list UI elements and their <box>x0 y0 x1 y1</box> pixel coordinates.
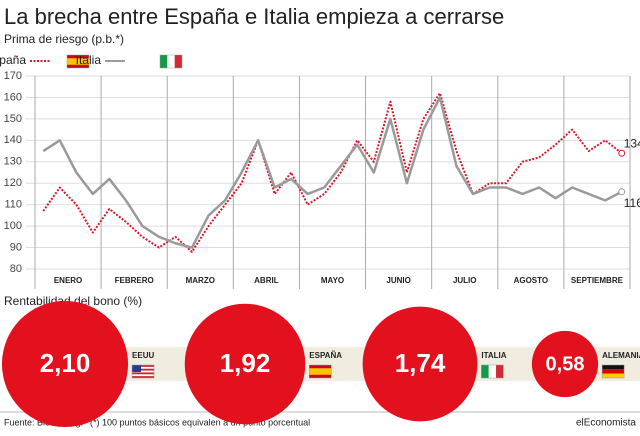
flag-part <box>67 58 89 65</box>
x-tick-label: MARZO <box>186 276 215 285</box>
flag-part <box>602 365 625 370</box>
flag-part <box>132 365 155 367</box>
flag-border <box>309 364 332 379</box>
chart-title: La brecha entre España e Italia empieza … <box>4 4 504 29</box>
x-tick-label: AGOSTO <box>514 276 549 285</box>
x-tick-label: JUNIO <box>386 276 410 285</box>
bubble-label: ESPAÑA <box>309 351 342 360</box>
end-label: 134 <box>624 136 640 150</box>
chart-subtitle: Prima de riesgo (p.b.*) <box>4 32 124 46</box>
y-tick-label: 110 <box>4 199 22 211</box>
flag <box>131 364 155 379</box>
y-tick-label: 100 <box>4 220 22 232</box>
bubble <box>531 330 599 398</box>
x-tick-label: ENERO <box>54 276 82 285</box>
flag-part <box>132 365 142 372</box>
flag-part <box>488 365 497 378</box>
flag-border <box>131 364 155 379</box>
y-tick-label: 160 <box>4 91 22 103</box>
y-tick-label: 130 <box>4 156 22 168</box>
bubble-value: 0,58 <box>546 353 585 375</box>
brand: elEconomista <box>576 418 636 429</box>
bubble-title: Rentabilidad del bono (%) <box>4 294 142 308</box>
legend-label: Italia <box>76 53 102 67</box>
flag <box>481 364 504 379</box>
flag-part <box>167 55 175 68</box>
flag-border <box>481 364 504 379</box>
y-tick-label: 170 <box>4 70 22 82</box>
flag-border <box>159 54 183 69</box>
flag <box>159 54 183 69</box>
legend-label: España <box>0 53 26 67</box>
end-marker <box>618 188 626 196</box>
series-line <box>42 96 623 249</box>
bubble <box>184 303 306 425</box>
bubble <box>362 306 478 422</box>
bubble-value: 1,74 <box>395 348 446 378</box>
flag-border <box>601 364 625 379</box>
flag <box>601 364 625 379</box>
flag-part <box>602 369 625 374</box>
flag-part <box>174 55 182 68</box>
x-tick-label: JULIO <box>453 276 477 285</box>
y-tick-label: 80 <box>10 263 22 275</box>
y-tick-label: 120 <box>4 177 22 189</box>
end-label: 116 <box>624 196 640 210</box>
x-tick-label: ABRIL <box>254 276 279 285</box>
bubble-label: ALEMANIA <box>602 351 640 360</box>
end-marker <box>618 149 626 157</box>
y-tick-label: 140 <box>4 134 22 146</box>
x-tick-label: FEBRERO <box>115 276 154 285</box>
flag <box>309 364 332 379</box>
flag-part <box>602 373 625 378</box>
flag-border <box>66 54 90 69</box>
bubble-value: 1,92 <box>220 348 271 378</box>
flag <box>66 54 90 69</box>
flag-part <box>132 376 155 378</box>
flag-part <box>160 55 168 68</box>
bubble-value: 2,10 <box>40 348 91 378</box>
x-tick-label: MAYO <box>321 276 344 285</box>
series-line <box>42 92 623 253</box>
flag-part <box>309 368 332 375</box>
flag-part <box>132 372 155 375</box>
y-tick-label: 90 <box>10 241 22 253</box>
flag-part <box>496 365 504 378</box>
bubble <box>1 300 129 428</box>
bubble-label: ITALIA <box>481 351 506 360</box>
note: (*) 100 puntos básicos equivalen a un pu… <box>90 417 310 427</box>
flag-part <box>132 368 155 371</box>
bubble-label: EEUU <box>132 351 154 360</box>
x-tick-label: SEPTIEMBRE <box>571 276 624 285</box>
y-tick-label: 150 <box>4 113 22 125</box>
flag-part <box>481 365 489 378</box>
